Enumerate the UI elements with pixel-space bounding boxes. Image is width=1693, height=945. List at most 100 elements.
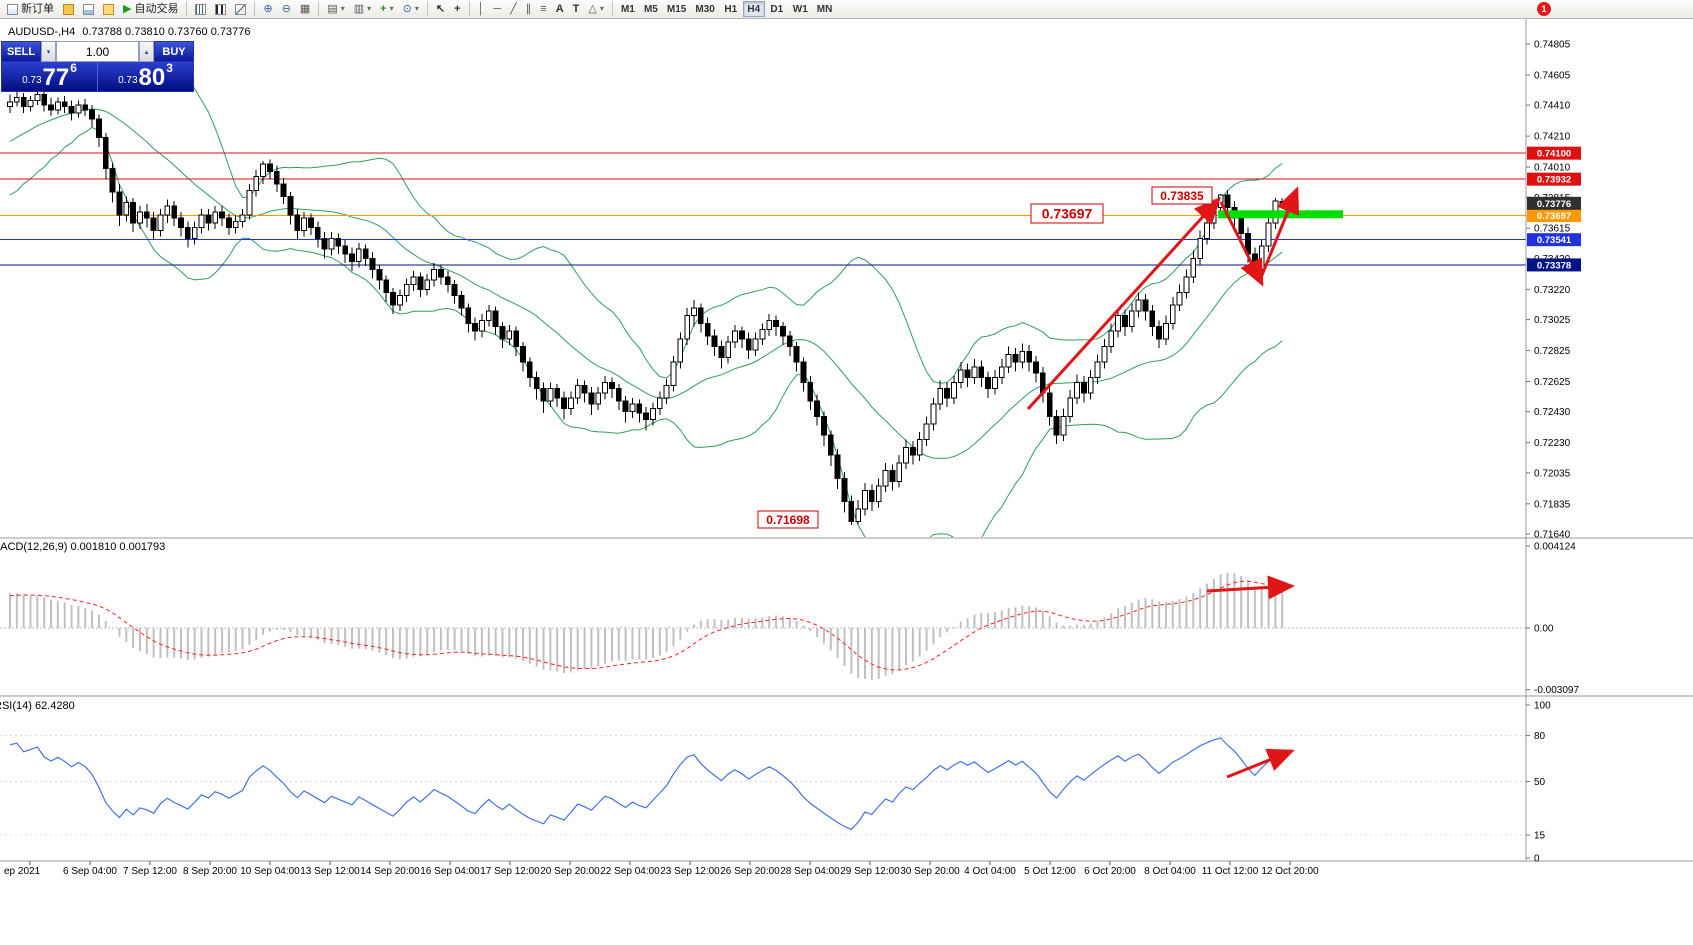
profiles-button[interactable]	[99, 1, 118, 18]
fibonacci-tool-button[interactable]: ≡	[536, 1, 550, 18]
buy-button[interactable]: BUY	[154, 41, 194, 62]
cascade-windows-button[interactable]: ▤ ▾	[323, 1, 348, 18]
timeframe-h4-button[interactable]: H4	[742, 1, 765, 17]
new-order-button[interactable]: 新订单	[3, 1, 58, 18]
svg-text:26 Sep 20:00: 26 Sep 20:00	[720, 866, 780, 877]
auto-trading-button[interactable]: ▶ 自动交易	[119, 1, 182, 18]
buy-price-display[interactable]: 0.73 80 3	[98, 62, 193, 91]
zoom-in-icon: ⊕	[263, 2, 273, 15]
svg-text:ep 2021: ep 2021	[4, 866, 41, 877]
tile-windows-button[interactable]: ▦	[296, 1, 314, 18]
timeframe-d1-button[interactable]: D1	[766, 1, 788, 17]
buy-price-big: 80	[138, 64, 166, 92]
volume-input[interactable]	[56, 41, 139, 62]
new-order-label: 新订单	[21, 2, 54, 15]
bar-chart-mode-button[interactable]	[191, 1, 210, 18]
buy-price-sup: 3	[166, 61, 173, 75]
clock-icon: ⊙	[402, 2, 412, 15]
price-scale[interactable]: 0.748050.746050.744100.742100.740100.738…	[1526, 40, 1579, 865]
svg-text:0.73776: 0.73776	[1537, 199, 1571, 210]
svg-text:0.72230: 0.72230	[1534, 438, 1571, 449]
arrange-windows-button[interactable]: ▥ ▾	[350, 1, 375, 18]
macd-histogram	[0, 572, 1526, 681]
toolbar-separator	[186, 2, 188, 16]
vertical-line-icon: │	[477, 2, 485, 15]
pane-separators	[0, 19, 1693, 862]
toolbar-separator	[318, 2, 320, 16]
svg-text:0.004124: 0.004124	[1534, 542, 1576, 553]
volume-down-button[interactable]: ▾	[41, 41, 56, 62]
period-button[interactable]: ⊙ ▾	[399, 1, 423, 18]
price-callouts[interactable]: 0.73835 0.73697 0.71698	[757, 186, 1213, 529]
market-button[interactable]	[59, 1, 78, 18]
rsi-arrow[interactable]	[1226, 748, 1295, 779]
svg-text:0.72430: 0.72430	[1534, 407, 1571, 418]
volume-up-button[interactable]: ▴	[139, 41, 154, 62]
channel-icon: ∥	[525, 2, 532, 15]
svg-text:0.73220: 0.73220	[1534, 285, 1571, 296]
price-tags[interactable]: 0.74100 0.73932 0.73697 0.73541 0.73378 0.737…	[1527, 146, 1581, 272]
trendline-tool-button[interactable]: ╱	[506, 1, 521, 18]
zoom-out-button[interactable]: ⊖	[278, 1, 295, 18]
text-icon: A	[555, 2, 564, 15]
svg-text:0.73615: 0.73615	[1534, 224, 1571, 235]
text-tool-button[interactable]: A	[552, 1, 568, 18]
toolbar-separator	[426, 2, 428, 16]
symbol-period-label: AUDUSD-,H4	[8, 26, 76, 38]
crosshair-tool-button[interactable]: +	[450, 1, 464, 18]
profiles-icon	[103, 3, 114, 15]
crosshair-icon: +	[454, 2, 461, 15]
sell-button[interactable]: SELL	[1, 41, 41, 62]
svg-text:0.74605: 0.74605	[1534, 70, 1571, 81]
dropdown-caret-icon: ▾	[599, 4, 604, 13]
new-chart-icon	[83, 3, 94, 15]
svg-text:80: 80	[1534, 731, 1546, 742]
shapes-icon: △	[588, 2, 597, 15]
svg-text:0.74010: 0.74010	[1534, 163, 1571, 174]
svg-text:0.73835: 0.73835	[1160, 189, 1204, 203]
zoom-out-icon: ⊖	[281, 2, 291, 15]
chart-title: AUDUSD-,H4 0.73788 0.73810 0.73760 0.7377…	[8, 26, 250, 38]
auto-trading-label: 自动交易	[134, 2, 179, 15]
notification-badge[interactable]: 1	[1537, 2, 1551, 16]
time-axis[interactable]: ep 2021 6 Sep 04:00 7 Sep 12:00 8 Sep 20:00…	[4, 861, 1319, 877]
dropdown-caret-icon: ▾	[414, 4, 419, 13]
svg-text:28 Sep 04:00: 28 Sep 04:00	[780, 866, 840, 877]
rsi-label: RSI(14) 62.4280	[0, 700, 75, 712]
sell-price-big: 77	[42, 64, 70, 92]
svg-text:50: 50	[1534, 777, 1546, 788]
trendline-icon: ╱	[510, 2, 517, 15]
sell-price-display[interactable]: 0.73 77 6	[2, 62, 97, 91]
svg-text:8 Oct 04:00: 8 Oct 04:00	[1144, 866, 1196, 877]
trend-arrows[interactable]	[1026, 186, 1300, 411]
timeframe-m5-button[interactable]: M5	[640, 1, 662, 17]
candle-chart-mode-button[interactable]	[211, 1, 230, 18]
add-indicator-button[interactable]: + ▾	[376, 1, 397, 18]
svg-text:0.74100: 0.74100	[1537, 149, 1571, 160]
timeframe-m30-button[interactable]: M30	[691, 1, 718, 17]
tile-windows-icon: ▦	[299, 2, 311, 15]
timeframe-w1-button[interactable]: W1	[789, 1, 812, 17]
timeframe-h1-button[interactable]: H1	[720, 1, 742, 17]
fibonacci-icon: ≡	[540, 2, 547, 15]
support-zone-band[interactable]	[1218, 210, 1343, 219]
toolbar: 新订单 ▶ 自动交易 ⊕ ⊖ ▦ ▤ ▾ ▥ ▾ + ▾ ⊙ ▾ ↖ + │ ─ ╱ ∥…	[0, 0, 1693, 19]
line-chart-mode-button[interactable]	[231, 1, 250, 18]
timeframe-m1-button[interactable]: M1	[617, 1, 639, 17]
new-chart-button[interactable]	[79, 1, 98, 18]
vertical-line-tool-button[interactable]: │	[474, 1, 489, 18]
svg-text:6 Oct 20:00: 6 Oct 20:00	[1084, 866, 1136, 877]
channel-tool-button[interactable]: ∥	[522, 1, 536, 18]
zoom-in-button[interactable]: ⊕	[259, 1, 276, 18]
shapes-tool-button[interactable]: △ ▾	[584, 1, 607, 18]
macd-arrow[interactable]	[1206, 575, 1295, 600]
sell-price-prefix: 0.73	[22, 75, 42, 86]
label-tool-button[interactable]: T	[569, 1, 584, 18]
svg-text:16 Sep 04:00: 16 Sep 04:00	[420, 866, 480, 877]
cursor-tool-button[interactable]: ↖	[432, 1, 449, 18]
timeframe-m15-button[interactable]: M15	[663, 1, 690, 17]
horizontal-line-tool-button[interactable]: ─	[489, 1, 505, 18]
svg-text:4 Oct 04:00: 4 Oct 04:00	[964, 866, 1016, 877]
timeframe-mn-button[interactable]: MN	[813, 1, 837, 17]
